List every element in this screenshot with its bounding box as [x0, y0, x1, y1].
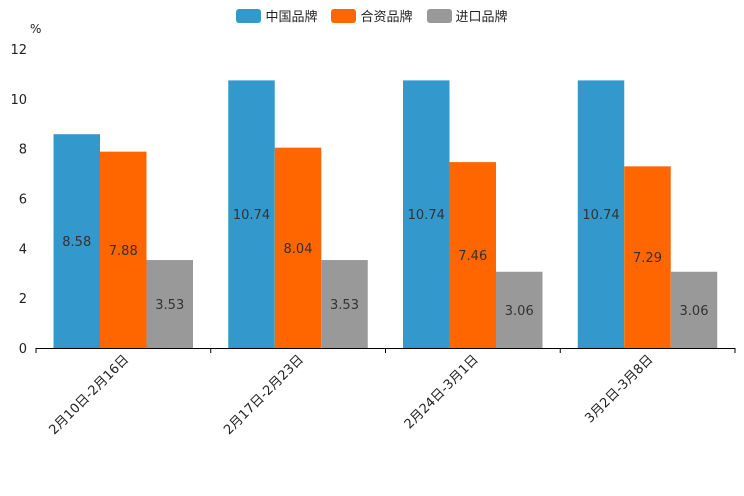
- legend-label-0: 中国品牌: [265, 10, 318, 25]
- bar-value-label: 3.06: [680, 304, 709, 319]
- x-tick-label: 3月2日-3月8日: [582, 352, 656, 426]
- bar-value-label: 3.06: [505, 304, 534, 319]
- y-tick-label: 6: [19, 193, 27, 208]
- x-tick-label: 2月10日-2月16日: [46, 352, 132, 438]
- legend-swatch-2: [426, 8, 452, 23]
- bar: [670, 271, 718, 348]
- y-tick-label: 2: [19, 292, 27, 307]
- legend-item-0[interactable]: 中国品牌: [236, 6, 317, 25]
- bar: [321, 260, 368, 348]
- y-tick-label: 0: [19, 342, 27, 357]
- y-tick-label: 4: [19, 242, 27, 257]
- bar-value-label: 7.88: [109, 244, 138, 259]
- legend-item-1[interactable]: 合资品牌: [331, 6, 413, 25]
- legend-label-1: 合资品牌: [360, 10, 413, 25]
- bar: [146, 260, 193, 348]
- bar-value-label: 7.46: [458, 249, 487, 264]
- bar-value-label: 10.74: [233, 208, 270, 223]
- bar-value-label: 10.74: [408, 208, 445, 223]
- y-tick-label: 10: [10, 93, 27, 108]
- x-tick-label: 2月24日-3月1日: [402, 352, 482, 432]
- bar: [274, 147, 322, 348]
- bar-value-label: 8.04: [284, 242, 313, 257]
- bar-value-label: 3.53: [330, 298, 359, 313]
- bar: [577, 80, 625, 349]
- bar-value-label: 10.74: [582, 208, 619, 223]
- bar: [100, 151, 147, 348]
- bar: [53, 134, 100, 348]
- bar-value-label: 7.29: [633, 251, 662, 266]
- x-tick-label: 2月17日-2月23日: [221, 352, 307, 438]
- bar: [624, 166, 671, 348]
- y-tick-label: 12: [10, 43, 27, 58]
- legend-swatch-1: [331, 8, 357, 23]
- legend-label-2: 进口品牌: [455, 10, 508, 25]
- legend: 中国品牌 合资品牌 进口品牌: [0, 6, 744, 25]
- bar: [496, 271, 543, 348]
- bar: [449, 162, 496, 348]
- bar: [403, 80, 450, 349]
- legend-swatch-0: [236, 8, 262, 23]
- bar: [228, 80, 275, 349]
- bar-value-label: 8.58: [62, 235, 91, 250]
- y-tick-label: 8: [19, 143, 27, 158]
- y-axis-unit: %: [30, 22, 42, 36]
- legend-item-2[interactable]: 进口品牌: [426, 6, 508, 25]
- bar-value-label: 3.53: [155, 298, 184, 313]
